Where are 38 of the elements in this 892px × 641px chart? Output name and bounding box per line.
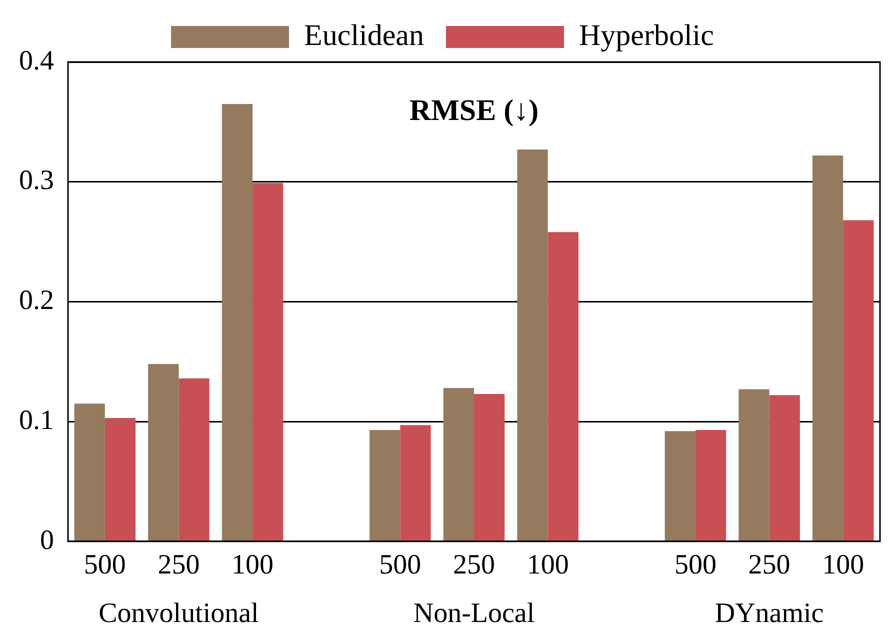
bar bbox=[474, 394, 505, 541]
y-tick-label: 0.4 bbox=[19, 45, 54, 76]
x-tick-label: 500 bbox=[379, 550, 422, 581]
x-tick-label: 100 bbox=[526, 550, 569, 581]
text: DYnamic bbox=[714, 598, 824, 629]
x-tick-label: 250 bbox=[748, 550, 790, 581]
x-tick-label: 250 bbox=[453, 550, 495, 581]
bar bbox=[252, 183, 284, 541]
bar bbox=[517, 149, 548, 541]
y-tick-label: 0 bbox=[40, 524, 54, 556]
bar bbox=[843, 220, 874, 541]
x-tick-label: 100 bbox=[232, 550, 274, 581]
bar bbox=[178, 378, 210, 541]
bar bbox=[370, 430, 400, 541]
x-tick-label: 100 bbox=[822, 550, 864, 581]
text: Convolutional bbox=[98, 598, 260, 629]
y-tick-label: 0.3 bbox=[19, 165, 54, 196]
bar bbox=[104, 418, 136, 541]
legend-label: Hyperbolic bbox=[578, 18, 714, 52]
legend-label: Euclidean bbox=[304, 18, 424, 52]
x-tick-label: 250 bbox=[158, 550, 200, 581]
bar bbox=[443, 388, 474, 541]
x-tick-label: 500 bbox=[84, 550, 126, 581]
y-tick-label: 0.1 bbox=[19, 404, 54, 436]
x-tick-label: 500 bbox=[674, 550, 716, 581]
bar bbox=[695, 430, 726, 541]
bar bbox=[74, 404, 105, 541]
bar bbox=[222, 104, 253, 541]
bar bbox=[664, 431, 696, 541]
bar bbox=[400, 425, 431, 541]
bar bbox=[548, 232, 578, 541]
y-tick-label: 0.2 bbox=[19, 285, 54, 316]
bar bbox=[812, 155, 844, 541]
text: RMSE (↓) bbox=[409, 94, 539, 127]
bar bbox=[769, 395, 800, 541]
bar bbox=[148, 364, 179, 541]
text: Non-Local bbox=[413, 598, 535, 629]
bar bbox=[738, 389, 770, 541]
